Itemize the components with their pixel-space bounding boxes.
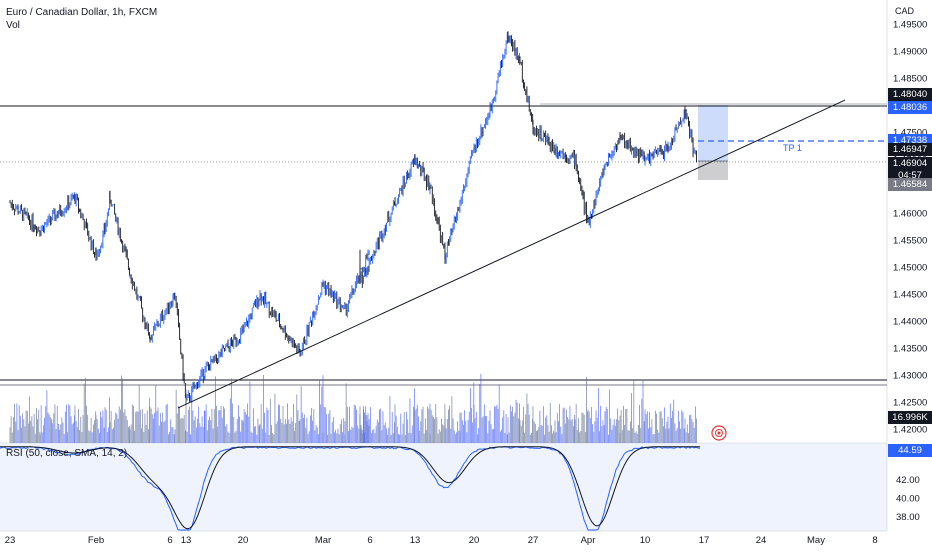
time-tick-label: Mar — [315, 535, 331, 546]
time-tick-label: 17 — [699, 535, 710, 546]
price-tick-label: 1.48500 — [893, 74, 927, 85]
price-tick-label: 1.44000 — [893, 317, 927, 328]
stop-badge: 1.46584 — [888, 178, 932, 191]
volume-badge: 16.996K — [888, 411, 932, 424]
tp-label: TP 1 — [783, 143, 802, 153]
last-price-badge: 1.46904 — [888, 157, 932, 170]
time-tick-label: 27 — [528, 535, 539, 546]
time-tick-label: 23 — [5, 535, 16, 546]
price-tick-label: 1.49500 — [893, 20, 927, 31]
rsi-value-badge: 44.59 — [888, 444, 932, 457]
price-tick-label: 1.45500 — [893, 236, 927, 247]
volume-layer — [9, 373, 697, 443]
price-tick-label: 1.43000 — [893, 371, 927, 382]
symbol-title[interactable]: Euro / Canadian Dollar, 1h, FXCM — [6, 7, 158, 18]
price-tick-label: 1.42500 — [893, 398, 927, 409]
target-zone — [698, 105, 728, 161]
level-second-badge: 1.48036 — [888, 101, 932, 114]
time-tick-label: 13 — [181, 535, 192, 546]
rsi-signal-line — [0, 446, 700, 530]
rsi-axis[interactable]: 42.00 40.00 38.00 — [896, 475, 920, 523]
time-axis[interactable]: 23 Feb 6 13 20 Mar 6 13 20 27 Apr 10 17 24 May 8 — [5, 535, 878, 546]
time-tick-label: Apr — [581, 535, 596, 546]
time-tick-label: 6 — [367, 535, 372, 546]
price-axis[interactable]: 1.495001.490001.485001.480001.475001.470… — [893, 20, 927, 436]
rsi-tick-label: 38.00 — [896, 512, 920, 523]
time-tick-label: 20 — [238, 535, 249, 546]
blue-price-badge: 1.46947 — [888, 143, 932, 156]
stop-zone — [698, 161, 728, 180]
time-tick-label: 6 — [167, 535, 172, 546]
time-tick-label: 24 — [756, 535, 767, 546]
ascending-trendline[interactable] — [177, 99, 846, 409]
time-tick-label: May — [807, 535, 825, 546]
record-icon[interactable] — [711, 425, 727, 441]
price-tick-label: 1.46000 — [893, 209, 927, 220]
price-tick-label: 1.43500 — [893, 344, 927, 355]
rsi-tick-label: 40.00 — [896, 494, 920, 505]
price-tick-label: 1.49000 — [893, 47, 927, 58]
level-top-badge: 1.48040 — [888, 88, 932, 101]
price-tick-label: 1.47500 — [893, 128, 927, 139]
time-tick-label: 13 — [410, 535, 421, 546]
currency-label[interactable]: CAD — [895, 6, 915, 16]
volume-legend[interactable]: Vol — [6, 20, 20, 31]
price-tick-label: 1.44500 — [893, 290, 927, 301]
time-tick-label: 20 — [469, 535, 480, 546]
time-tick-label: 10 — [640, 535, 651, 546]
rsi-tick-label: 42.00 — [896, 475, 920, 486]
time-tick-label: 8 — [872, 535, 877, 546]
rsi-legend[interactable]: RSI (50, close, SMA, 14, 2) — [6, 448, 128, 459]
candles-layer — [9, 31, 697, 404]
price-tick-label: 1.45000 — [893, 263, 927, 274]
time-tick-label: Feb — [88, 535, 104, 546]
price-tick-label: 1.42000 — [893, 425, 927, 436]
chart-legend: Euro / Canadian Dollar, 1h, FXCM Vol — [6, 6, 157, 32]
